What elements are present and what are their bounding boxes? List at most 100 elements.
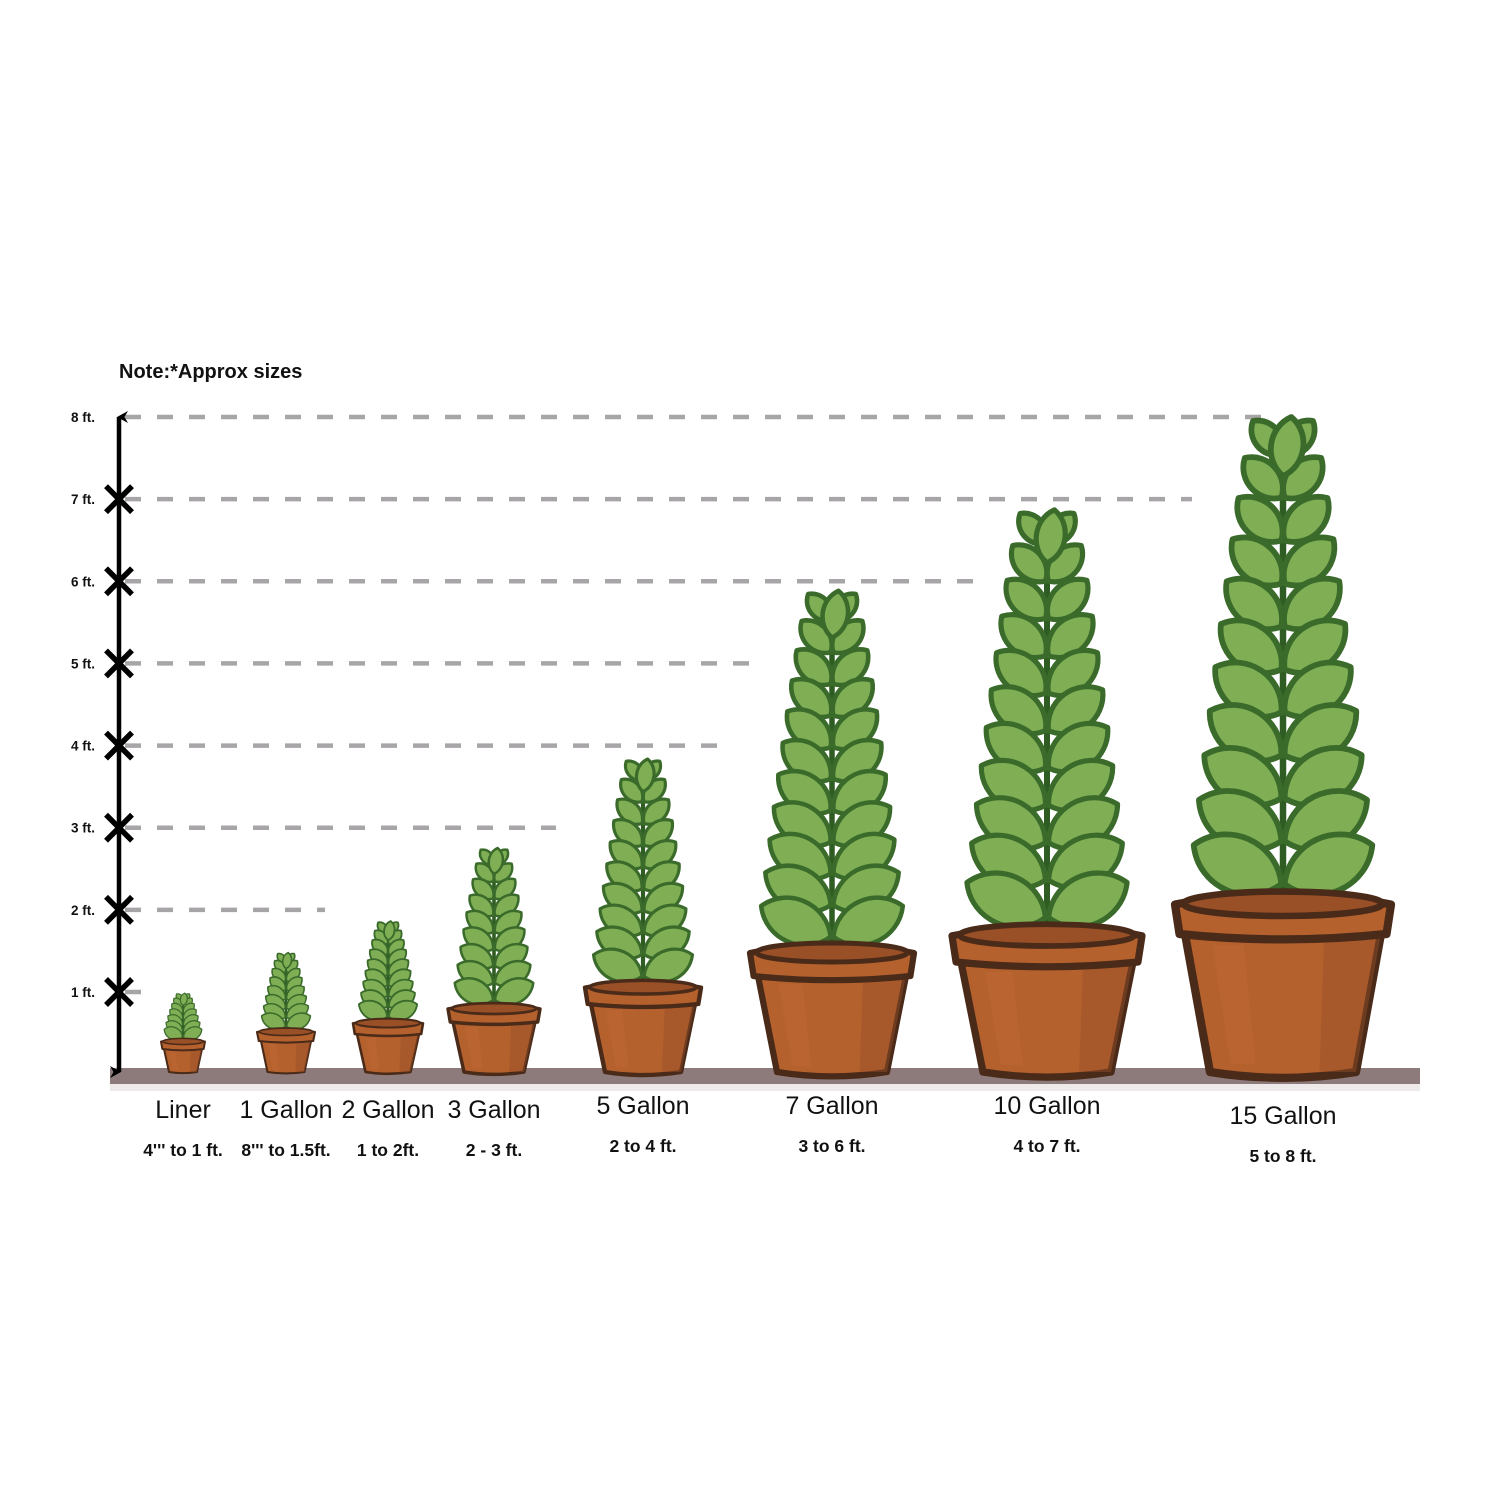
plant-foliage [758, 588, 906, 957]
plant-foliage [591, 757, 695, 991]
pot-opening [450, 1001, 538, 1016]
axis-tick-4ft: 4 ft. [71, 730, 134, 761]
tick-stroke [104, 894, 134, 925]
pot-opening [258, 1027, 314, 1037]
pot-body-shading [190, 1049, 202, 1072]
tick-stroke [104, 484, 134, 515]
category-label-7-gallon: 7 Gallon [785, 1092, 878, 1120]
category-label-liner: Liner [155, 1096, 211, 1124]
tick-stroke [104, 566, 134, 597]
pot-body-shading [1079, 962, 1133, 1072]
pot-opening [587, 978, 699, 996]
plant-item-3-gallon[interactable] [446, 846, 542, 1077]
pot-body-shading [399, 1034, 419, 1072]
guideline-group [125, 414, 1270, 995]
plant-foliage [964, 507, 1130, 940]
plant-item-2-gallon[interactable] [351, 920, 425, 1076]
category-label-group: Liner 4''' to 1 ft. 1 Gallon 8''' to 1.5ft.… [143, 1092, 1336, 1166]
plant-group [160, 413, 1396, 1082]
pot [746, 940, 918, 1080]
plant-foliage [453, 846, 535, 1012]
tick-stroke [104, 648, 134, 679]
leaf-blade [1268, 414, 1307, 479]
pot-highlight [268, 1044, 279, 1070]
plant-foliage [163, 992, 203, 1043]
axis-tick-label-3ft: 3 ft. [71, 821, 95, 836]
axis-tick-label-1ft: 1 ft. [71, 985, 95, 1000]
pot-highlight [169, 1051, 178, 1070]
leaf-blade [1033, 507, 1068, 566]
plant-item-5-gallon[interactable] [582, 757, 704, 1078]
leaf-blade [634, 757, 656, 794]
pot-opening [354, 1017, 422, 1029]
pot-body-shading [1319, 934, 1381, 1072]
pot-opening [956, 921, 1138, 949]
axis-tick-5ft: 5 ft. [71, 648, 134, 679]
pot-body-shading [509, 1022, 535, 1072]
leaf-apex [179, 992, 188, 1007]
axis-tick-8ft: 8 ft. [71, 410, 95, 425]
leaf-blade [820, 588, 851, 640]
plant-foliage [1190, 414, 1376, 909]
category-label-1-gallon: 1 Gallon [239, 1096, 332, 1124]
pot-body-shading [295, 1041, 311, 1072]
pot-highlight [985, 971, 1023, 1065]
ground-shadow [110, 1084, 1420, 1091]
axis-tick-3ft: 3 ft. [71, 812, 134, 843]
plant-item-10-gallon[interactable] [948, 506, 1146, 1081]
leaf-apex [634, 757, 656, 794]
plant-item-liner[interactable] [160, 992, 206, 1075]
tick-stroke [104, 977, 134, 1007]
axis-tick-label-6ft: 6 ft. [71, 574, 95, 589]
pot [446, 1001, 542, 1077]
pot [1170, 888, 1396, 1082]
leaf-apex [383, 920, 396, 942]
category-label-2-gallon: 2 Gallon [341, 1096, 434, 1124]
plant-item-7-gallon[interactable] [746, 588, 918, 1080]
pot-highlight [1212, 944, 1256, 1064]
category-label-15-gallon: 15 Gallon [1229, 1102, 1336, 1130]
pot [255, 1027, 317, 1075]
plant-item-15-gallon[interactable] [1170, 413, 1396, 1082]
plant-foliage [260, 951, 312, 1034]
axis-tick-7ft: 7 ft. [71, 484, 134, 515]
pot-highlight [605, 1010, 629, 1068]
category-label-10-gallon: 10 Gallon [993, 1092, 1100, 1120]
pot [160, 1037, 206, 1075]
size-label-liner: 4''' to 1 ft. [143, 1140, 223, 1160]
size-label-1-gallon: 8''' to 1.5ft. [241, 1140, 330, 1160]
size-label-7-gallon: 3 to 6 ft. [798, 1136, 865, 1156]
leaf-apex [281, 951, 293, 970]
axis-tick-1ft: 1 ft. [71, 977, 134, 1007]
leaf-blade [281, 951, 293, 970]
pot [582, 978, 704, 1078]
axis-tick-label-5ft: 5 ft. [71, 656, 95, 671]
tick-stroke [104, 812, 134, 843]
axis-tick-2ft: 2 ft. [71, 894, 134, 925]
axis-tick-label-8ft: 8 ft. [71, 410, 95, 425]
category-label-5-gallon: 5 Gallon [596, 1092, 689, 1120]
axis-tick-label-2ft: 2 ft. [71, 903, 95, 918]
pot-highlight [365, 1037, 380, 1070]
pot-opening [161, 1037, 205, 1046]
leaf-blade [179, 992, 188, 1007]
axis-tick-group: 8 ft. 7 ft. 6 ft. 5 ft. 4 ft. 3 ft. 2 ft. 1 ft. [71, 410, 134, 1007]
leaf-blade [383, 920, 396, 942]
pot-body-shading [859, 976, 906, 1072]
size-label-5-gallon: 2 to 4 ft. [609, 1136, 676, 1156]
note-text: Note:*Approx sizes [119, 361, 302, 383]
pot [948, 921, 1146, 1081]
plant-foliage [358, 920, 418, 1026]
pot-highlight [778, 984, 812, 1066]
leaf-blade [487, 846, 505, 876]
tick-stroke [104, 730, 134, 761]
axis-tick-label-7ft: 7 ft. [71, 492, 95, 507]
plant-item-1-gallon[interactable] [255, 951, 317, 1075]
leaf-apex [487, 846, 505, 876]
axis-tick-label-4ft: 4 ft. [71, 739, 95, 754]
axis-tick-6ft: 6 ft. [71, 566, 134, 597]
leaf-apex [1268, 414, 1307, 479]
size-label-2-gallon: 1 to 2ft. [357, 1140, 419, 1160]
